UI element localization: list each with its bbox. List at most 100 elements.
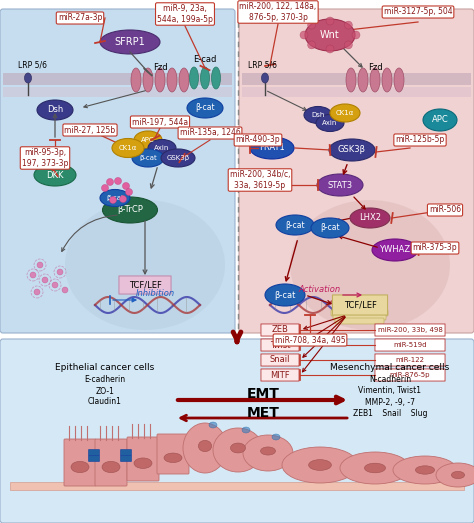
Ellipse shape xyxy=(346,68,356,92)
Ellipse shape xyxy=(37,100,73,120)
Text: EMT: EMT xyxy=(246,387,280,401)
Ellipse shape xyxy=(143,68,153,92)
Text: E-cad: E-cad xyxy=(193,55,217,64)
FancyBboxPatch shape xyxy=(0,339,474,523)
Ellipse shape xyxy=(101,185,109,191)
Text: LHX2: LHX2 xyxy=(359,213,381,222)
Ellipse shape xyxy=(290,200,450,330)
Text: MET: MET xyxy=(246,406,280,420)
Text: E-cadherin: E-cadherin xyxy=(84,376,126,384)
Ellipse shape xyxy=(350,208,390,228)
FancyBboxPatch shape xyxy=(335,318,384,324)
Ellipse shape xyxy=(308,41,316,49)
Ellipse shape xyxy=(300,31,308,39)
Text: miR-200, 34b/c,
33a, 3619-5p: miR-200, 34b/c, 33a, 3619-5p xyxy=(230,170,290,190)
Text: β-cat: β-cat xyxy=(139,155,157,161)
Text: Fzd: Fzd xyxy=(368,63,383,72)
Ellipse shape xyxy=(30,272,36,278)
Ellipse shape xyxy=(65,200,225,330)
Text: miR-876-5p: miR-876-5p xyxy=(390,372,430,378)
FancyBboxPatch shape xyxy=(120,456,131,461)
FancyBboxPatch shape xyxy=(375,339,445,351)
Ellipse shape xyxy=(317,174,363,196)
FancyBboxPatch shape xyxy=(261,369,299,381)
Ellipse shape xyxy=(345,21,352,29)
Text: CK1α: CK1α xyxy=(119,145,137,151)
Text: Activation: Activation xyxy=(299,286,341,294)
FancyBboxPatch shape xyxy=(127,437,159,481)
Ellipse shape xyxy=(309,460,331,470)
Text: miR-490-3p: miR-490-3p xyxy=(236,135,280,144)
Ellipse shape xyxy=(370,68,380,92)
Ellipse shape xyxy=(122,183,129,189)
Ellipse shape xyxy=(126,188,133,196)
Text: Axin: Axin xyxy=(155,145,170,151)
Text: β-cat: β-cat xyxy=(274,290,296,300)
Ellipse shape xyxy=(365,463,385,473)
Ellipse shape xyxy=(131,68,141,92)
FancyBboxPatch shape xyxy=(375,324,445,336)
Ellipse shape xyxy=(372,239,418,261)
Ellipse shape xyxy=(102,461,120,473)
FancyBboxPatch shape xyxy=(0,9,235,333)
Text: LRP 5/6: LRP 5/6 xyxy=(18,61,47,70)
Text: APC: APC xyxy=(432,116,448,124)
Ellipse shape xyxy=(230,443,246,453)
Text: GSK3β: GSK3β xyxy=(338,145,366,154)
Text: DKK: DKK xyxy=(46,170,64,179)
Ellipse shape xyxy=(71,461,89,473)
Ellipse shape xyxy=(179,68,189,92)
Text: β-cat: β-cat xyxy=(285,221,305,230)
Ellipse shape xyxy=(250,137,294,159)
Ellipse shape xyxy=(340,452,410,484)
Ellipse shape xyxy=(199,440,211,452)
Text: FRAT1: FRAT1 xyxy=(259,143,285,153)
FancyBboxPatch shape xyxy=(261,324,299,336)
Ellipse shape xyxy=(148,140,176,156)
FancyBboxPatch shape xyxy=(332,295,388,315)
Text: miR-27, 125b: miR-27, 125b xyxy=(64,126,116,134)
Text: ZEB: ZEB xyxy=(272,325,289,335)
Ellipse shape xyxy=(265,284,305,306)
Ellipse shape xyxy=(132,149,164,167)
Ellipse shape xyxy=(345,41,352,49)
FancyBboxPatch shape xyxy=(64,439,96,486)
Ellipse shape xyxy=(211,67,220,89)
FancyBboxPatch shape xyxy=(261,339,299,351)
Text: β-cat: β-cat xyxy=(195,104,215,112)
Ellipse shape xyxy=(311,218,349,238)
Ellipse shape xyxy=(394,68,404,92)
Ellipse shape xyxy=(213,428,263,472)
Ellipse shape xyxy=(304,107,332,123)
Text: Mesenchymal cancer cells: Mesenchymal cancer cells xyxy=(330,363,450,372)
Ellipse shape xyxy=(352,31,360,39)
Ellipse shape xyxy=(326,17,334,25)
Bar xyxy=(242,73,471,85)
FancyBboxPatch shape xyxy=(157,434,189,474)
Ellipse shape xyxy=(115,177,121,185)
Ellipse shape xyxy=(276,215,314,235)
Text: Axin: Axin xyxy=(322,120,337,126)
FancyBboxPatch shape xyxy=(120,449,131,456)
Text: STAT3: STAT3 xyxy=(328,180,353,189)
Text: miR-95-3p,
197, 373-3p: miR-95-3p, 197, 373-3p xyxy=(22,149,68,168)
Ellipse shape xyxy=(112,139,144,157)
Ellipse shape xyxy=(272,434,280,440)
Ellipse shape xyxy=(415,466,435,474)
Ellipse shape xyxy=(209,422,217,428)
Text: GSK3β: GSK3β xyxy=(166,155,190,161)
Ellipse shape xyxy=(183,423,227,473)
Text: SFRP1: SFRP1 xyxy=(115,37,146,47)
Ellipse shape xyxy=(358,68,368,92)
Ellipse shape xyxy=(52,282,58,288)
Bar xyxy=(3,87,232,97)
Ellipse shape xyxy=(382,68,392,92)
Text: β-cat: β-cat xyxy=(106,195,124,201)
Text: CK1α: CK1α xyxy=(336,110,354,116)
Text: APC: APC xyxy=(141,137,155,143)
Text: miR-200, 33b, 498: miR-200, 33b, 498 xyxy=(378,327,442,333)
Ellipse shape xyxy=(109,197,117,203)
Text: β-cat: β-cat xyxy=(320,223,340,233)
Ellipse shape xyxy=(34,289,40,295)
Text: LRP 5/6: LRP 5/6 xyxy=(248,61,277,70)
